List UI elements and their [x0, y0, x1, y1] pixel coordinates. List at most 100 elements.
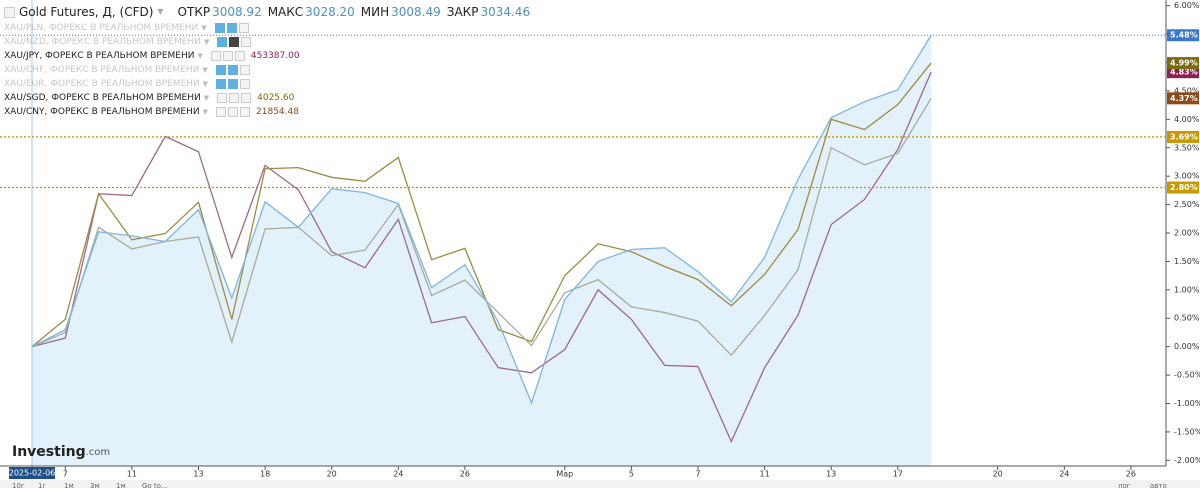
stat-value: 3008.92 [212, 5, 262, 19]
series-line [31, 62, 932, 348]
y-tick-label: 1.00% [1174, 285, 1200, 294]
toggle-icon[interactable] [234, 51, 245, 61]
toolbar-item: Go to... [142, 482, 168, 488]
series-line [31, 34, 932, 405]
symbol-name: XAU/NZD, ФОРЕКС В РЕАЛЬНОМ ВРЕМЕНИ [4, 37, 201, 47]
menu-icon[interactable] [4, 6, 15, 18]
toggle-icon[interactable] [215, 65, 226, 75]
dropdown[interactable]: ▼ [203, 38, 210, 46]
x-tick-label: 20 [327, 470, 337, 479]
symbol-name: XAU/CHF, ФОРЕКС В РЕАЛЬНОМ ВРЕМЕНИ [4, 65, 200, 75]
stat-label: ЗАКР [446, 5, 479, 19]
alert-badge [1167, 181, 1199, 194]
alert-label: 2.80% [1170, 183, 1198, 192]
toggle-icon[interactable] [229, 93, 240, 103]
toolbar-item: 1м [116, 482, 126, 488]
y-tick-label: 0.50% [1174, 314, 1200, 323]
symbol-row: XAU/CNY, ФОРЕКС В РЕАЛЬНОМ ВРЕМЕНИ ▼ 21854… [4, 105, 530, 119]
symbol-row: XAU/PLN, ФОРЕКС В РЕАЛЬНОМ ВРЕМЕНИ ▼ [4, 21, 530, 35]
symbol-name: XAU/PLN, ФОРЕКС В РЕАЛЬНОМ ВРЕМЕНИ [4, 23, 199, 33]
last-badge [1167, 66, 1199, 79]
main-name: Gold Futures, Д, (CFD) [19, 5, 154, 19]
dropdown[interactable]: ▼ [197, 52, 203, 60]
x-tick-label: 26 [460, 470, 470, 479]
x-tick-label: 26 [1126, 470, 1136, 479]
x-tick-label: 18 [260, 470, 270, 479]
toolbar-item: авто [1150, 482, 1167, 488]
x-tick-label: 11 [127, 470, 137, 479]
x-tick-label: 7 [695, 470, 700, 479]
x-tick-label: 13 [193, 470, 203, 479]
toolbar-item: 10г [12, 482, 25, 488]
x-tick-label: 24 [393, 470, 403, 479]
last-label: 4.37% [1170, 94, 1198, 103]
stat-value: 3008.49 [391, 5, 441, 19]
toggle-icon[interactable] [229, 37, 240, 47]
y-tick-label: 0.00% [1174, 342, 1200, 351]
y-tick-label: 3.00% [1174, 172, 1200, 181]
y-tick-label: -2.00% [1174, 456, 1200, 465]
alert-label: 3.69% [1170, 132, 1198, 141]
watermark-suffix: .com [86, 447, 111, 458]
x-tick-label: 5 [629, 470, 634, 479]
toggle-icon[interactable] [217, 37, 228, 47]
y-tick-label: -1.50% [1174, 427, 1200, 436]
y-tick-label: 2.50% [1174, 200, 1200, 209]
toggle-icon[interactable] [210, 51, 221, 61]
alert-badge [1167, 130, 1199, 143]
toggle-icon[interactable] [238, 23, 249, 33]
last-label: 5.48% [1170, 31, 1198, 40]
toggle-icon[interactable] [226, 23, 237, 33]
last-badge [1167, 29, 1199, 42]
toggle-icon[interactable] [241, 93, 252, 103]
symbol-name: XAU/EUR, ФОРЕКС В РЕАЛЬНОМ ВРЕМЕНИ [4, 79, 200, 89]
toggle-icon[interactable] [222, 51, 233, 61]
x-tick-label: Мар [556, 470, 573, 479]
y-tick-label: 4.00% [1174, 115, 1200, 124]
x-tick-label: 11 [760, 470, 770, 479]
dropdown[interactable]: ▼ [202, 80, 209, 88]
symbol-value: 4025.60 [257, 93, 295, 103]
last-badge [1167, 57, 1199, 70]
symbol-name: XAU/SGD, ФОРЕКС В РЕАЛЬНОМ ВРЕМЕНИ [4, 93, 201, 103]
toggle-icon[interactable] [228, 79, 239, 89]
dropdown[interactable]: ▼ [201, 24, 207, 32]
stat-label: ОТКР [177, 5, 211, 19]
last-badge [1167, 92, 1199, 105]
dropdown[interactable]: ▼ [157, 7, 164, 16]
toggle-icon[interactable] [216, 79, 227, 89]
symbol-row: XAU/CHF, ФОРЕКС В РЕАЛЬНОМ ВРЕМЕНИ ▼ [4, 63, 530, 77]
dropdown[interactable]: ▼ [203, 94, 210, 102]
toggle-icon[interactable] [240, 107, 251, 117]
toggle-icon[interactable] [214, 23, 225, 33]
legend: Gold Futures, Д, (CFD) ▼ ОТКР 3008.92 МАКС… [4, 3, 530, 119]
toolbar-item: 1г [38, 482, 46, 488]
toggle-icon[interactable] [241, 37, 252, 47]
toolbar-item: 3м [90, 482, 100, 488]
toggle-icon[interactable] [239, 65, 250, 75]
y-tick-label: 3.50% [1174, 143, 1200, 152]
symbol-row: XAU/JPY, ФОРЕКС В РЕАЛЬНОМ ВРЕМЕНИ ▼ 45338… [4, 49, 530, 63]
dropdown[interactable]: ▼ [202, 66, 208, 74]
y-tick-label: 1.50% [1174, 257, 1200, 266]
y-tick-label: 4.50% [1174, 86, 1200, 95]
x-tick-label: 24 [1059, 470, 1069, 479]
area [32, 35, 932, 467]
stats: ОТКР 3008.92 МАКС 3028.20 МИН 3008.49 ЗАКР 3034… [172, 5, 531, 19]
dropdown[interactable]: ▼ [202, 108, 209, 116]
toggle-icon[interactable] [216, 107, 227, 117]
date-badge [9, 467, 55, 479]
symbol-name: XAU/CNY, ФОРЕКС В РЕАЛЬНОМ ВРЕМЕНИ [4, 107, 200, 117]
watermark: Investing.com [12, 444, 110, 460]
last-label: 4.99% [1170, 59, 1198, 68]
last-label: 4.83% [1170, 68, 1198, 77]
toolbar [0, 480, 1200, 488]
series-line [31, 97, 932, 357]
toggle-icon[interactable] [228, 107, 239, 117]
toggle-icon[interactable] [217, 93, 228, 103]
toggle-icon[interactable] [227, 65, 238, 75]
main-row: Gold Futures, Д, (CFD) ▼ ОТКР 3008.92 МАКС… [4, 3, 530, 21]
toggle-icon[interactable] [240, 79, 251, 89]
stat-label: МАКС [267, 5, 304, 19]
symbol-value: 453387.00 [250, 51, 300, 61]
